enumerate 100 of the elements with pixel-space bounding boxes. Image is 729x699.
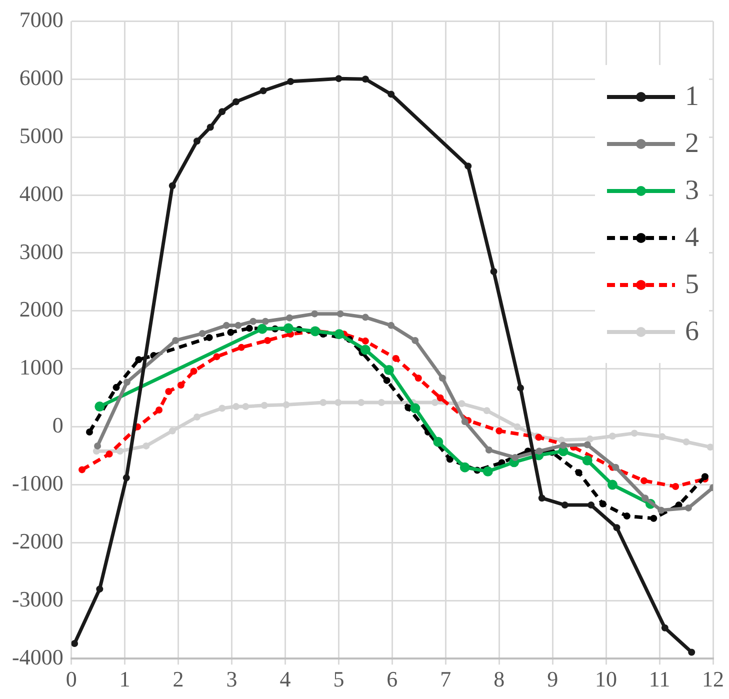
point [206,124,214,131]
point [334,329,344,340]
x-tick-label: 8 [494,666,505,692]
point [218,404,226,412]
legend-label: 1 [685,80,699,113]
point [311,310,318,318]
legend-label: 4 [685,222,699,254]
point [156,406,163,414]
point [661,624,668,632]
point [512,454,519,462]
point [242,403,250,410]
point [360,344,370,355]
point [320,398,327,406]
point [446,456,454,463]
point [378,398,385,406]
point [362,314,369,321]
point [658,433,666,440]
point [260,87,267,94]
point [218,108,226,116]
y-tick-label: -2000 [12,528,64,554]
point [193,138,200,145]
point [135,356,142,364]
point [575,469,582,476]
point [560,442,567,449]
point [142,442,150,450]
point [234,322,242,329]
point [286,314,293,322]
point [582,455,592,466]
y-tick-label: -3000 [12,586,64,612]
point [599,500,606,508]
y-tick-label: 2000 [19,296,64,322]
point [414,374,422,382]
y-tick-label: 7000 [19,6,64,32]
point [334,398,342,406]
point [384,365,394,376]
point [94,442,102,450]
y-tick-label: 6000 [19,64,64,90]
point [122,474,130,482]
y-tick-label: 3000 [19,238,64,264]
point [688,648,696,656]
x-tick-label: 1 [119,666,130,692]
point [260,402,268,409]
y-tick-label: 0 [52,412,64,438]
point [172,336,180,344]
point [222,322,230,329]
point [282,401,290,408]
point [287,78,294,85]
legend-label: 2 [685,128,699,160]
point [431,398,438,406]
point [238,344,245,351]
point [433,436,444,447]
point [246,324,253,332]
point [257,324,268,334]
point [485,446,492,454]
point [458,400,466,408]
point [514,423,521,430]
point [71,640,78,648]
point [538,494,546,502]
point [607,480,618,490]
point [642,494,649,502]
y-tick-label: 1000 [19,354,64,380]
point [106,450,113,458]
point [190,368,198,375]
y-tick-label: -4000 [12,644,64,670]
x-tick-label: 2 [172,666,184,692]
point [464,162,472,170]
point [310,326,320,336]
point [412,336,419,344]
x-tick-label: 5 [333,666,344,692]
point [213,353,220,360]
point [612,464,620,471]
point [78,466,86,474]
point [94,402,105,412]
point [682,438,690,446]
point [232,403,240,410]
point [86,428,94,436]
point [658,506,665,514]
point [388,322,395,329]
point [262,318,269,325]
point [496,427,503,434]
point [392,354,400,362]
point [198,330,206,338]
x-tick-label: 6 [386,666,398,692]
point [482,466,493,476]
y-tick-label: 4000 [19,180,64,206]
point [536,448,543,455]
x-tick-label: 7 [440,666,452,692]
point [165,388,172,395]
point [706,444,713,451]
point [410,403,420,414]
x-tick-label: 11 [648,666,670,692]
point [193,413,200,420]
point [517,384,524,392]
point [584,441,591,448]
x-tick-label: 10 [595,666,618,692]
x-tick-label: 4 [280,666,291,692]
point [461,418,468,426]
x-tick-label: 3 [226,666,238,692]
point [561,502,568,509]
point [490,268,498,276]
